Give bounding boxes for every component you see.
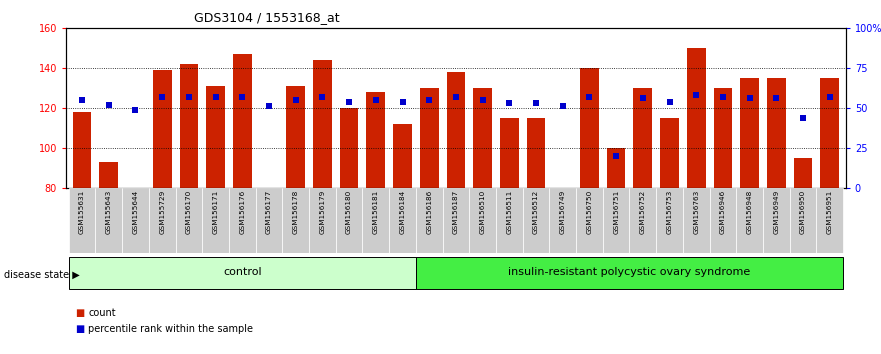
Text: GSM156171: GSM156171 [212, 190, 218, 234]
Text: GSM156170: GSM156170 [186, 190, 192, 234]
Bar [447, 72, 465, 188]
FancyBboxPatch shape [576, 188, 603, 253]
Bar [740, 78, 759, 188]
Bar [313, 60, 332, 188]
Bar [687, 48, 706, 188]
Text: GSM156177: GSM156177 [266, 190, 272, 234]
Text: insulin-resistant polycystic ovary syndrome: insulin-resistant polycystic ovary syndr… [508, 267, 751, 277]
FancyBboxPatch shape [362, 188, 389, 253]
Text: count: count [88, 308, 115, 318]
Text: GSM156179: GSM156179 [320, 190, 325, 234]
Bar [473, 88, 492, 188]
FancyBboxPatch shape [255, 188, 282, 253]
Text: GSM156946: GSM156946 [720, 190, 726, 234]
Bar [286, 86, 305, 188]
Bar [580, 68, 599, 188]
Bar [633, 88, 652, 188]
Text: GSM155729: GSM155729 [159, 190, 166, 234]
Text: GSM156950: GSM156950 [800, 190, 806, 234]
Text: GSM156951: GSM156951 [826, 190, 833, 234]
FancyBboxPatch shape [522, 188, 550, 253]
Text: GSM155644: GSM155644 [132, 190, 138, 234]
FancyBboxPatch shape [630, 188, 656, 253]
Text: GSM156186: GSM156186 [426, 190, 433, 234]
FancyBboxPatch shape [149, 188, 175, 253]
Text: disease state ▶: disease state ▶ [4, 269, 80, 279]
FancyBboxPatch shape [789, 188, 817, 253]
Text: GSM156750: GSM156750 [587, 190, 592, 234]
Bar [607, 148, 626, 188]
Text: GSM155631: GSM155631 [79, 190, 85, 234]
Text: GSM156176: GSM156176 [240, 190, 245, 234]
Bar [233, 54, 252, 188]
Text: GSM156948: GSM156948 [746, 190, 752, 234]
FancyBboxPatch shape [69, 257, 416, 289]
FancyBboxPatch shape [309, 188, 336, 253]
Bar [206, 86, 225, 188]
Bar [100, 162, 118, 188]
FancyBboxPatch shape [122, 188, 149, 253]
Text: GSM156751: GSM156751 [613, 190, 619, 234]
Bar [820, 78, 839, 188]
Text: percentile rank within the sample: percentile rank within the sample [88, 324, 253, 334]
FancyBboxPatch shape [203, 188, 229, 253]
Text: GSM156178: GSM156178 [292, 190, 299, 234]
FancyBboxPatch shape [550, 188, 576, 253]
Bar [500, 118, 519, 188]
Text: GSM156187: GSM156187 [453, 190, 459, 234]
Text: GSM156510: GSM156510 [479, 190, 485, 234]
FancyBboxPatch shape [416, 188, 442, 253]
Bar [366, 92, 385, 188]
FancyBboxPatch shape [709, 188, 737, 253]
Text: control: control [223, 267, 262, 277]
Text: ■: ■ [75, 308, 84, 318]
FancyBboxPatch shape [737, 188, 763, 253]
Text: GSM156753: GSM156753 [667, 190, 672, 234]
FancyBboxPatch shape [817, 188, 843, 253]
Text: GSM156181: GSM156181 [373, 190, 379, 234]
Text: GSM155643: GSM155643 [106, 190, 112, 234]
Bar [393, 124, 411, 188]
Text: GSM156512: GSM156512 [533, 190, 539, 234]
Bar [340, 108, 359, 188]
Text: GSM156749: GSM156749 [559, 190, 566, 234]
Bar [180, 64, 198, 188]
FancyBboxPatch shape [656, 188, 683, 253]
FancyBboxPatch shape [496, 188, 522, 253]
FancyBboxPatch shape [470, 188, 496, 253]
Text: GSM156184: GSM156184 [399, 190, 405, 234]
FancyBboxPatch shape [389, 188, 416, 253]
Bar [660, 118, 679, 188]
FancyBboxPatch shape [336, 188, 362, 253]
FancyBboxPatch shape [282, 188, 309, 253]
Text: GSM156752: GSM156752 [640, 190, 646, 234]
Text: GSM156511: GSM156511 [507, 190, 513, 234]
Bar [714, 88, 732, 188]
Text: GSM156949: GSM156949 [774, 190, 780, 234]
FancyBboxPatch shape [95, 188, 122, 253]
FancyBboxPatch shape [683, 188, 709, 253]
Text: GDS3104 / 1553168_at: GDS3104 / 1553168_at [194, 11, 339, 24]
Bar [794, 158, 812, 188]
Bar [420, 88, 439, 188]
FancyBboxPatch shape [229, 188, 255, 253]
Bar [73, 112, 92, 188]
FancyBboxPatch shape [175, 188, 203, 253]
Bar [153, 70, 172, 188]
Text: GSM156180: GSM156180 [346, 190, 352, 234]
FancyBboxPatch shape [69, 188, 95, 253]
Bar [527, 118, 545, 188]
FancyBboxPatch shape [603, 188, 630, 253]
Text: GSM156763: GSM156763 [693, 190, 700, 234]
FancyBboxPatch shape [763, 188, 789, 253]
Bar [767, 78, 786, 188]
FancyBboxPatch shape [442, 188, 470, 253]
Text: ■: ■ [75, 324, 84, 334]
FancyBboxPatch shape [416, 257, 843, 289]
